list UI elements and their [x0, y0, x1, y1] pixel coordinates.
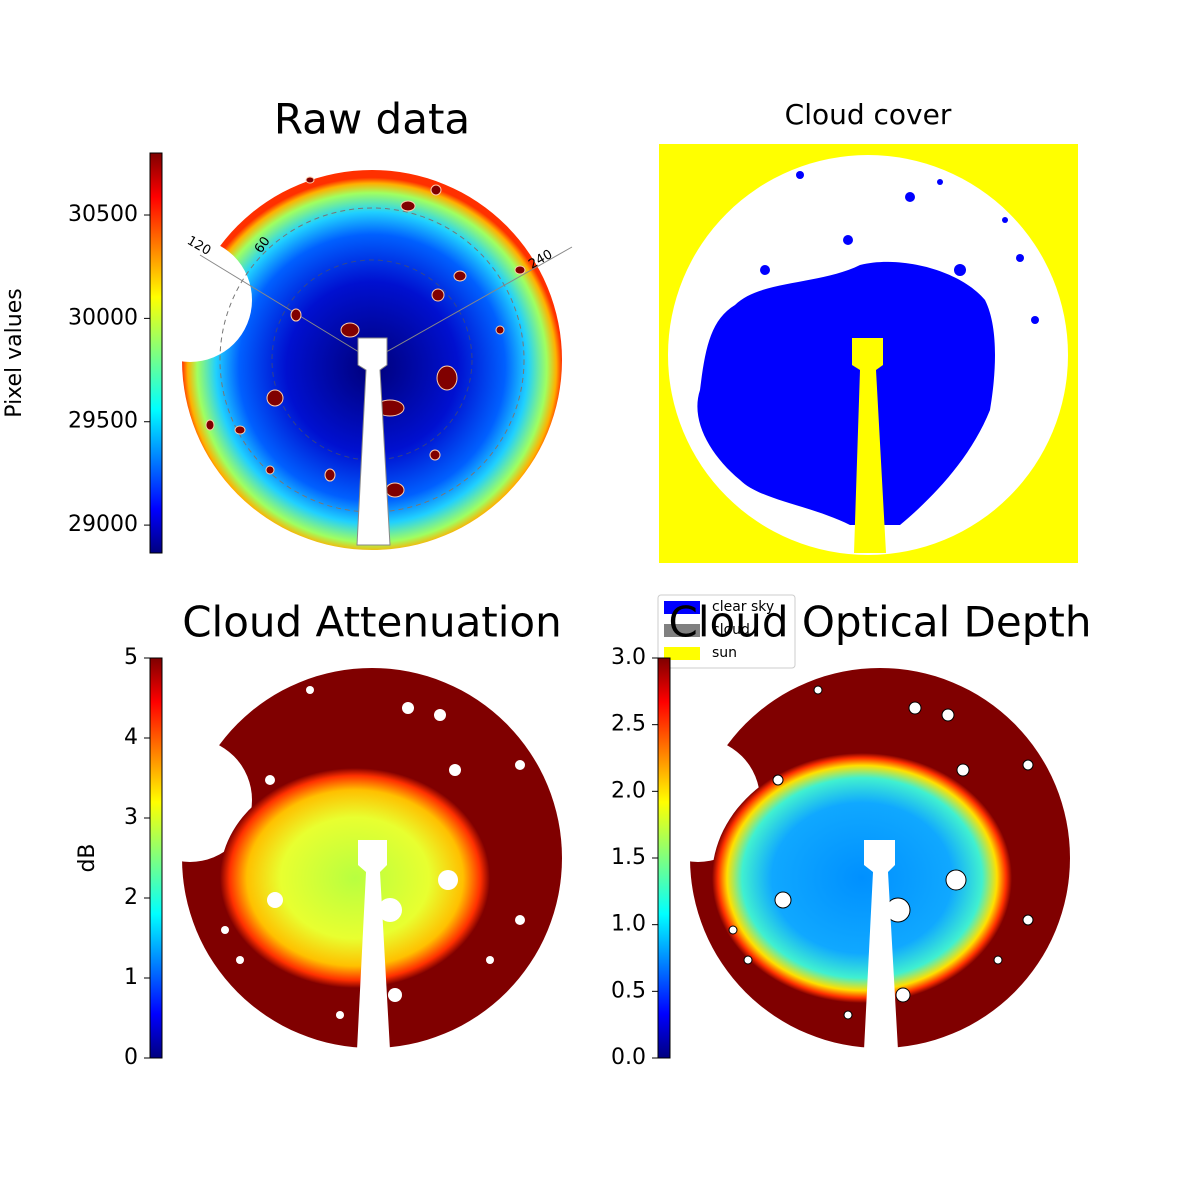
polar-label: 240: [526, 247, 555, 272]
legend-swatch: [664, 624, 700, 637]
tick-label: 2.0: [611, 778, 646, 803]
legend-label: sun: [712, 645, 737, 661]
colorbar: [149, 152, 163, 554]
chart-title: Cloud Optical Depth: [669, 598, 1092, 647]
colorbar-label: Pixel values: [2, 288, 27, 417]
tick-label: 0: [124, 1045, 138, 1070]
tick-label: 3.0: [611, 645, 646, 670]
legend-label: cloud: [712, 622, 750, 638]
legend-label: clear sky: [712, 599, 774, 615]
tick-label: 2: [124, 885, 138, 910]
tick-label: 0.5: [611, 978, 646, 1003]
tick-label: 4: [124, 725, 138, 750]
tick-label: 1.5: [611, 845, 646, 870]
tick-label: 29000: [68, 512, 138, 537]
tick-label: 2.5: [611, 712, 646, 737]
tick-label: 5: [124, 645, 138, 670]
colorbar: [657, 657, 671, 1059]
colorbar-label: dB: [75, 843, 100, 872]
tick-label: 0.0: [611, 1045, 646, 1070]
tick-label: 30500: [68, 202, 138, 227]
legend-swatch: [664, 601, 700, 614]
tick-label: 1: [124, 965, 138, 990]
colorbar: [149, 657, 163, 1059]
chart-title: Cloud cover: [785, 98, 952, 131]
legend-swatch: [664, 647, 700, 660]
tick-label: 30000: [68, 305, 138, 330]
chart-title: Raw data: [274, 95, 470, 144]
chart-title: Cloud Attenuation: [182, 598, 562, 647]
raw-image: 120 60 240: [128, 170, 573, 550]
attenuation-image: [128, 668, 562, 1050]
tick-label: 29500: [68, 409, 138, 434]
tick-label: 1.0: [611, 912, 646, 937]
cloud-cover-image: [659, 144, 1078, 563]
tick-label: 3: [124, 805, 138, 830]
optical-depth-image: [636, 668, 1070, 1050]
